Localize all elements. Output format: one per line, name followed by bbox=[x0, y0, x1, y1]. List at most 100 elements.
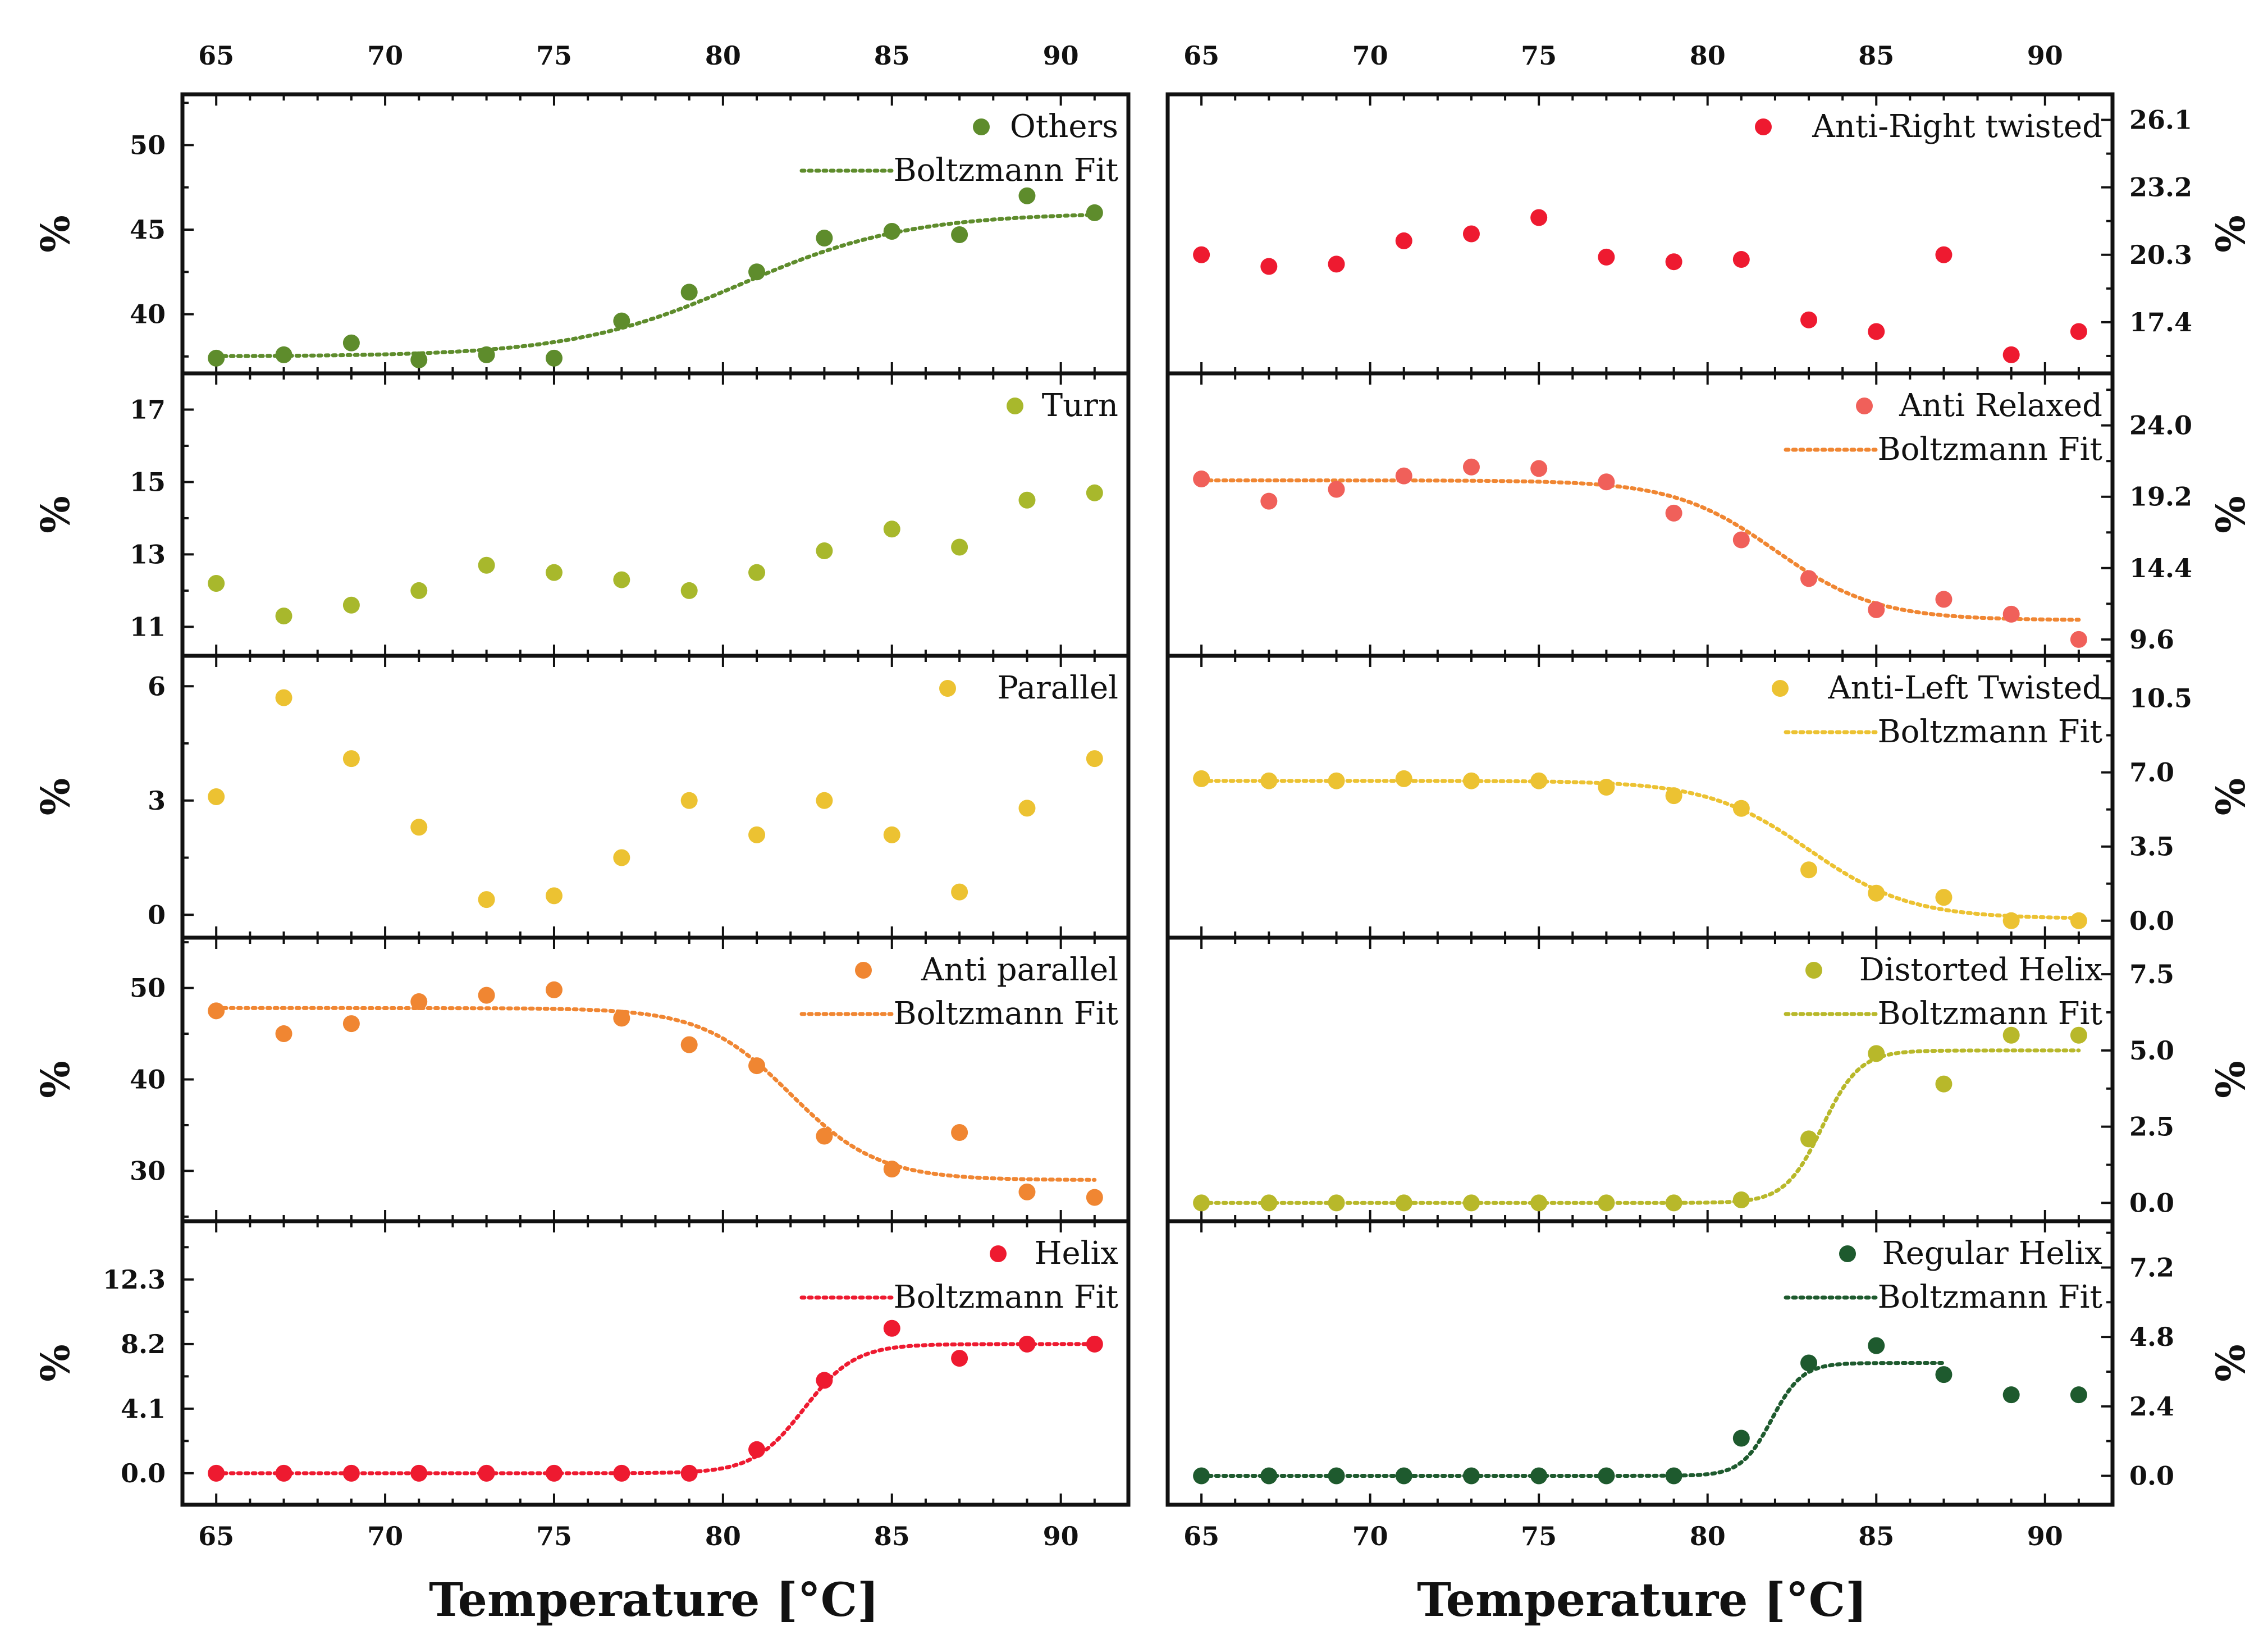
legend-label: Turn bbox=[1042, 387, 1118, 424]
x-tick-label-top: 65 bbox=[198, 40, 234, 71]
legend-label: Distorted Helix bbox=[1859, 952, 2102, 988]
data-point bbox=[1530, 772, 1548, 789]
data-point bbox=[410, 1464, 428, 1482]
data-point bbox=[613, 571, 630, 588]
legend-label-fit: Boltzmann Fit bbox=[894, 1279, 1119, 1316]
data-point bbox=[1530, 460, 1548, 477]
y-tick-label: 30 bbox=[130, 1156, 166, 1186]
data-point bbox=[208, 1464, 225, 1482]
data-point bbox=[478, 891, 495, 908]
y-tick-label: 0.0 bbox=[2129, 906, 2174, 936]
data-point bbox=[1086, 1189, 1103, 1206]
legend-marker bbox=[1839, 1245, 1856, 1262]
y-tick-label: 45 bbox=[130, 214, 166, 245]
data-point bbox=[545, 887, 563, 905]
data-point bbox=[1732, 1430, 1750, 1447]
boltzmann-fit-curve bbox=[1199, 1361, 1946, 1478]
data-point bbox=[1328, 1467, 1345, 1485]
x-tick-label-bottom: 65 bbox=[198, 1521, 234, 1551]
data-point bbox=[1193, 1467, 1210, 1485]
data-point bbox=[1530, 1467, 1548, 1485]
panel-right-1: 9.6 14.4 19.2 24.0% Anti Relaxed Boltzmann Fi… bbox=[1165, 371, 2254, 658]
y-tick-label: 0.0 bbox=[121, 1458, 166, 1488]
data-point bbox=[748, 564, 766, 581]
data-point bbox=[613, 1010, 630, 1027]
data-point bbox=[2002, 1386, 2020, 1404]
data-point bbox=[816, 230, 833, 247]
legend-label-fit: Boltzmann Fit bbox=[894, 152, 1119, 189]
data-point bbox=[883, 1319, 900, 1337]
data-point bbox=[1598, 248, 1615, 266]
panel-right-4: 0.0 2.4 4.8 7.2% Regular Helix Boltzmann Fit bbox=[1165, 1219, 2254, 1507]
y-tick-label: 2.5 bbox=[2129, 1112, 2174, 1142]
data-point bbox=[1018, 800, 1036, 817]
y-tick-label: 2.4 bbox=[2129, 1391, 2174, 1422]
boltzmann-fit-curve bbox=[1199, 478, 2081, 622]
x-tick-label-bottom: 90 bbox=[2027, 1521, 2063, 1551]
data-point bbox=[1462, 225, 1480, 243]
legend-label: Anti parallel bbox=[921, 952, 1118, 988]
data-point bbox=[342, 596, 360, 614]
legend-marker bbox=[1772, 680, 1789, 697]
boltzmann-fit-curve bbox=[214, 1342, 1097, 1476]
legend-label-fit: Boltzmann Fit bbox=[1878, 995, 2103, 1032]
y-tick-label: 40 bbox=[130, 1065, 166, 1095]
y-tick-label: 4.8 bbox=[2129, 1322, 2174, 1352]
x-tick-label-bottom: 85 bbox=[1858, 1521, 1894, 1551]
x-tick-label-top: 70 bbox=[367, 40, 403, 71]
y-tick-label: 0 bbox=[148, 899, 166, 930]
y-tick-label: 17 bbox=[130, 394, 166, 424]
data-point bbox=[1868, 884, 1885, 902]
data-point bbox=[1935, 889, 1953, 906]
data-point bbox=[410, 582, 428, 599]
data-point bbox=[410, 351, 428, 368]
boltzmann-fit-curve bbox=[1199, 1048, 2081, 1205]
panel-right-3: 0.0 2.5 5.0 7.5% Distorted Helix Boltzmann Fi… bbox=[1165, 935, 2254, 1223]
legend-label: Anti-Right twisted bbox=[1812, 108, 2102, 145]
data-point bbox=[2070, 631, 2087, 648]
data-point bbox=[680, 1464, 698, 1482]
data-point bbox=[1598, 1194, 1615, 1212]
legend-marker bbox=[1805, 962, 1822, 979]
data-point bbox=[208, 349, 225, 367]
data-point bbox=[208, 575, 225, 592]
panel-left-0: 40 45 50% Others Boltzmann Fit bbox=[32, 92, 1131, 376]
x-tick-label-top: 75 bbox=[536, 40, 572, 71]
data-point bbox=[680, 1036, 698, 1053]
legend-label: Others bbox=[1010, 108, 1118, 145]
data-point bbox=[275, 1464, 292, 1482]
data-point bbox=[275, 608, 292, 625]
data-point bbox=[1530, 1194, 1548, 1212]
y-tick-label: 0.0 bbox=[2129, 1460, 2174, 1491]
data-point bbox=[1598, 473, 1615, 491]
data-point bbox=[1395, 770, 1412, 787]
data-point bbox=[1868, 1337, 1885, 1354]
x-tick-label-top: 65 bbox=[1183, 40, 1219, 71]
y-tick-label: 5.0 bbox=[2129, 1035, 2174, 1066]
data-point bbox=[1665, 504, 1682, 522]
data-point bbox=[951, 538, 968, 556]
y-tick-label: 7.5 bbox=[2129, 959, 2174, 989]
data-point bbox=[1328, 772, 1345, 789]
data-point bbox=[2002, 1026, 2020, 1044]
data-point bbox=[1260, 1467, 1278, 1485]
data-point bbox=[275, 1025, 292, 1043]
data-point bbox=[1395, 1467, 1412, 1485]
panel-left-3: 30 40 50% Anti parallel Boltzmann Fit bbox=[32, 935, 1131, 1223]
y-axis-label: % bbox=[32, 1344, 79, 1382]
data-point bbox=[1395, 467, 1412, 485]
data-point bbox=[478, 987, 495, 1004]
y-tick-label: 15 bbox=[130, 467, 166, 497]
data-point bbox=[1462, 1194, 1480, 1212]
data-point bbox=[1935, 1075, 1953, 1093]
y-tick-label: 24.0 bbox=[2129, 410, 2192, 441]
data-point bbox=[1018, 1183, 1036, 1200]
data-point bbox=[680, 284, 698, 301]
legend-label-fit: Boltzmann Fit bbox=[894, 995, 1119, 1032]
data-point bbox=[2002, 605, 2020, 623]
y-axis-label: % bbox=[2207, 778, 2254, 816]
y-tick-label: 7.2 bbox=[2129, 1252, 2174, 1282]
y-tick-label: 23.2 bbox=[2129, 172, 2192, 203]
legend-marker bbox=[1007, 398, 1023, 414]
